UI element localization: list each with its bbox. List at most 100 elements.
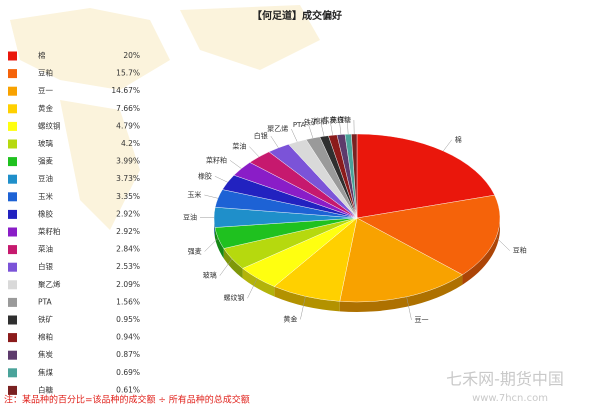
legend-label: 焦炭 xyxy=(38,349,53,359)
leader-line xyxy=(291,128,298,142)
slice-label: 玻璃 xyxy=(203,271,217,280)
legend-swatch xyxy=(8,51,17,61)
leader-line xyxy=(204,237,219,252)
slice-label: 白糖 xyxy=(337,115,351,124)
leader-line xyxy=(308,124,314,139)
leader-line xyxy=(249,146,260,158)
pie-slice xyxy=(356,194,501,275)
legend-label: 棉粕 xyxy=(38,332,53,342)
legend-swatch xyxy=(8,139,17,149)
legend-value: 0.95% xyxy=(116,315,140,324)
legend-swatch xyxy=(8,121,17,131)
legend-value: 2.92% xyxy=(116,209,140,218)
legend-value: 3.73% xyxy=(116,174,140,183)
legend-swatch xyxy=(8,280,17,290)
legend-swatch xyxy=(8,368,17,378)
leader-line xyxy=(204,194,219,199)
leader-line xyxy=(214,176,228,183)
legend-value: 2.92% xyxy=(116,227,140,236)
legend-label: 棉 xyxy=(38,50,46,60)
slice-label: PTA xyxy=(293,121,306,129)
legend-label: 黄金 xyxy=(38,103,53,113)
pie-side xyxy=(339,274,463,312)
legend-label: 豆粕 xyxy=(38,68,53,78)
leader-line xyxy=(219,258,233,276)
legend-swatch xyxy=(8,350,17,360)
legend-value: 0.61% xyxy=(116,385,140,394)
slice-label: 棉粕 xyxy=(313,116,327,125)
legend-swatch xyxy=(8,157,17,167)
legend-value: 0.87% xyxy=(116,350,140,359)
legend-label: 菜籽粕 xyxy=(38,226,61,236)
legend-label: 豆油 xyxy=(38,173,53,183)
pie-slice xyxy=(351,133,358,219)
legend-label: 豆一 xyxy=(38,86,53,95)
slice-label: 焦炭 xyxy=(322,116,336,125)
leader-line xyxy=(300,296,306,320)
footnote: 注：某品种的百分比=该品种的成交额 ÷ 所有品种的总成交额 xyxy=(4,394,250,406)
pie-side xyxy=(462,218,500,285)
legend-value: 14.67% xyxy=(111,86,140,95)
leader-line xyxy=(339,120,342,135)
slice-label: 强麦 xyxy=(188,247,202,256)
slice-label: 豆粕 xyxy=(513,246,527,255)
legend-label: 白银 xyxy=(38,261,53,271)
leader-line xyxy=(320,122,325,137)
pie-side xyxy=(242,268,275,297)
leader-line xyxy=(330,121,333,136)
pie-side xyxy=(274,286,340,312)
leader-line xyxy=(347,120,349,135)
legend-value: 2.53% xyxy=(116,262,140,271)
legend-swatch xyxy=(8,86,17,96)
legend-value: 0.69% xyxy=(116,368,140,377)
legend-swatch xyxy=(8,262,17,272)
slice-label: 玉米 xyxy=(187,190,201,199)
legend-swatch xyxy=(8,69,17,79)
slice-label: 橡胶 xyxy=(198,171,212,180)
slice-label: 菜籽粕 xyxy=(206,155,227,164)
legend-swatch xyxy=(8,333,17,343)
leader-line xyxy=(443,139,452,152)
legend-swatch xyxy=(8,227,17,237)
pie-slice xyxy=(339,217,463,303)
pie-slice xyxy=(356,133,495,219)
slice-label: 菜油 xyxy=(232,142,246,151)
legend-label: 玉米 xyxy=(38,191,53,201)
legend-value: 15.7% xyxy=(116,69,140,78)
legend-label: PTA xyxy=(38,297,53,306)
pie-side xyxy=(223,248,243,279)
slice-label: 白银 xyxy=(254,131,268,140)
legend-swatch xyxy=(8,385,17,395)
legend-value: 4.2% xyxy=(121,139,140,148)
legend-value: 0.94% xyxy=(116,333,140,342)
leader-line xyxy=(247,278,258,299)
legend-value: 3.35% xyxy=(116,192,140,201)
legend-label: 聚乙烯 xyxy=(38,279,61,289)
slice-label: 焦煤 xyxy=(330,115,344,124)
leader-line xyxy=(229,160,242,169)
slice-label: 棉 xyxy=(455,135,462,144)
legend-swatch xyxy=(8,315,17,325)
legend-swatch xyxy=(8,192,17,202)
legend-swatch xyxy=(8,245,17,255)
legend-label: 橡胶 xyxy=(38,208,53,218)
watermark: 七禾网-期货中国 xyxy=(446,370,564,389)
legend-swatch xyxy=(8,104,17,114)
legend-swatch xyxy=(8,174,17,184)
legend-label: 玻璃 xyxy=(38,138,53,148)
legend-swatch xyxy=(8,297,17,307)
slice-label: 铁矿 xyxy=(304,118,318,127)
legend-value: 3.99% xyxy=(116,157,140,166)
legend-value: 20% xyxy=(123,51,140,60)
legend-value: 4.79% xyxy=(116,121,140,130)
leader-line xyxy=(495,237,510,251)
leader-line xyxy=(270,135,279,148)
map-background xyxy=(10,5,320,230)
slice-label: 螺纹钢 xyxy=(223,293,244,302)
legend-value: 1.56% xyxy=(116,297,140,306)
chart-title: 【何足道】成交偏好 xyxy=(252,9,342,22)
legend-label: 强麦 xyxy=(38,156,53,166)
slice-label: 豆油 xyxy=(183,212,197,221)
legend-label: 菜油 xyxy=(38,244,53,254)
